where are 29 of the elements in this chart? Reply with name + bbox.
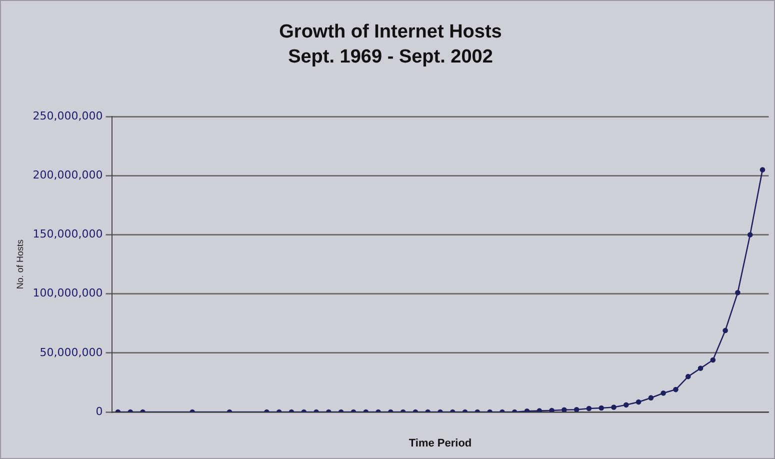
y-tick-label: 50,000,000 bbox=[40, 346, 103, 359]
point bbox=[710, 357, 716, 363]
point bbox=[611, 404, 616, 410]
point bbox=[698, 366, 704, 371]
point bbox=[636, 399, 642, 405]
chart-title: Growth of Internet Hosts bbox=[279, 22, 502, 43]
point bbox=[586, 406, 592, 412]
chart-subtitle: Sept. 1969 - Sept. 2002 bbox=[288, 46, 493, 68]
point bbox=[624, 402, 629, 408]
point bbox=[574, 407, 580, 412]
point bbox=[562, 407, 567, 412]
point bbox=[660, 390, 666, 396]
point bbox=[598, 405, 604, 411]
y-axis-title: No. of Hosts bbox=[14, 239, 25, 290]
point bbox=[685, 374, 691, 380]
point bbox=[673, 386, 678, 392]
point bbox=[735, 290, 740, 296]
point bbox=[722, 328, 728, 334]
y-tick-label: 250,000,000 bbox=[32, 109, 103, 122]
point bbox=[747, 232, 753, 238]
y-tick-label: 200,000,000 bbox=[32, 168, 103, 182]
y-tick-label: 0 bbox=[96, 404, 103, 418]
point bbox=[549, 408, 554, 412]
y-tick-label: 100,000,000 bbox=[32, 286, 103, 300]
point bbox=[760, 167, 766, 172]
y-tick-label: 150,000,000 bbox=[32, 228, 103, 241]
point bbox=[648, 395, 654, 400]
x-axis-title: Time Period bbox=[408, 437, 472, 450]
point bbox=[536, 408, 542, 412]
